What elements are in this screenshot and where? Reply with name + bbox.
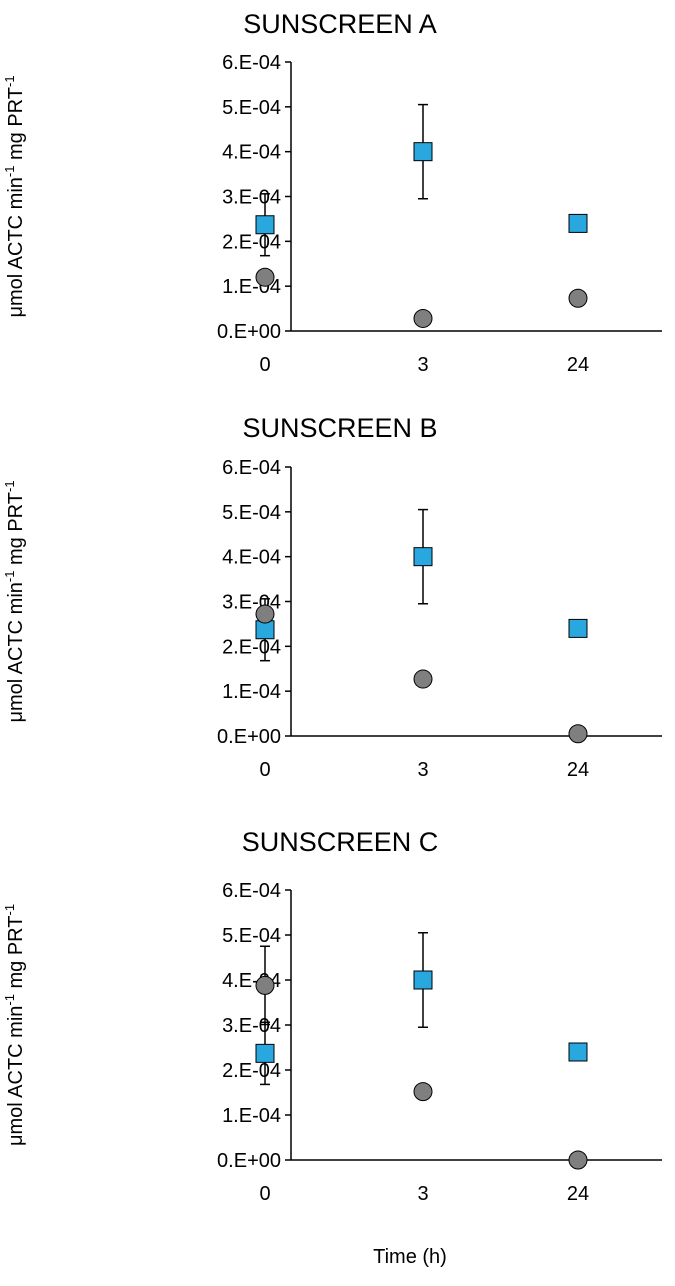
y-axis-label-part: mg PRT	[5, 916, 27, 995]
y-tick-label: 6.E-04	[222, 52, 281, 74]
y-axis-label-part: mg PRT	[5, 492, 27, 571]
y-tick-label: 0.E+00	[217, 321, 281, 343]
y-tick-label: 2.E-04	[222, 231, 281, 253]
x-tick-label: 3	[417, 354, 428, 376]
x-tick-label: 0	[259, 759, 270, 781]
y-tick-label: 1.E-04	[222, 1105, 281, 1127]
y-axis-label-part: μmol ACTC min	[5, 582, 27, 722]
data-point-square	[413, 142, 433, 162]
y-tick-label: 3.E-04	[222, 187, 281, 209]
x-tick-label: 24	[567, 354, 589, 376]
data-point-circle	[568, 288, 588, 308]
y-tick-label: 2.E-04	[222, 1060, 281, 1082]
y-tick-label: 6.E-04	[222, 880, 281, 902]
data-point-circle	[568, 1150, 588, 1170]
x-tick-label: 24	[567, 759, 589, 781]
x-tick-label: 0	[259, 1183, 270, 1205]
data-point-circle	[413, 1082, 433, 1102]
chart-title: SUNSCREEN B	[242, 413, 437, 443]
y-axis-label-superscript: -1	[2, 994, 17, 1006]
data-point-square	[568, 213, 588, 233]
data-point-square	[413, 970, 433, 990]
data-point-square	[255, 215, 275, 235]
y-tick-label: 1.E-04	[222, 681, 281, 703]
data-point-circle	[568, 724, 588, 744]
y-axis-label-superscript: -1	[2, 75, 17, 87]
x-tick-label: 3	[417, 1183, 428, 1205]
x-tick-label: 24	[567, 1183, 589, 1205]
y-axis-label-part: μmol ACTC min	[5, 1006, 27, 1146]
y-tick-label: 0.E+00	[217, 1150, 281, 1172]
y-tick-label: 4.E-04	[222, 547, 281, 569]
y-axis-label: μmol ACTC min-1 mg PRT-1	[2, 904, 27, 1146]
data-point-square	[413, 547, 433, 567]
y-axis-label: μmol ACTC min-1 mg PRT-1	[2, 480, 27, 722]
y-axis-label-superscript: -1	[2, 480, 17, 492]
data-point-square	[255, 1043, 275, 1063]
y-axis-label-part: μmol ACTC min	[5, 177, 27, 317]
data-point-circle	[255, 604, 275, 624]
chart-title: SUNSCREEN A	[243, 9, 437, 39]
x-tick-label: 3	[417, 759, 428, 781]
data-point-circle	[413, 308, 433, 328]
data-point-circle	[413, 669, 433, 689]
y-axis-label-superscript: -1	[2, 904, 17, 916]
y-axis-label: μmol ACTC min-1 mg PRT-1	[2, 75, 27, 317]
y-tick-label: 2.E-04	[222, 636, 281, 658]
x-tick-label: 0	[259, 354, 270, 376]
y-tick-label: 0.E+00	[217, 726, 281, 748]
chart-title: SUNSCREEN C	[242, 827, 439, 857]
data-point-circle	[255, 975, 275, 995]
y-tick-label: 4.E-04	[222, 142, 281, 164]
x-axis-label: Time (h)	[373, 1246, 447, 1268]
y-axis-label-superscript: -1	[2, 166, 17, 178]
y-tick-label: 6.E-04	[222, 457, 281, 479]
data-point-circle	[255, 267, 275, 287]
y-tick-label: 5.E-04	[222, 502, 281, 524]
y-tick-label: 5.E-04	[222, 97, 281, 119]
y-axis-label-superscript: -1	[2, 571, 17, 583]
y-axis-label-part: mg PRT	[5, 87, 27, 166]
y-tick-label: 3.E-04	[222, 1015, 281, 1037]
data-point-square	[568, 1042, 588, 1062]
y-tick-label: 5.E-04	[222, 925, 281, 947]
data-point-square	[568, 618, 588, 638]
